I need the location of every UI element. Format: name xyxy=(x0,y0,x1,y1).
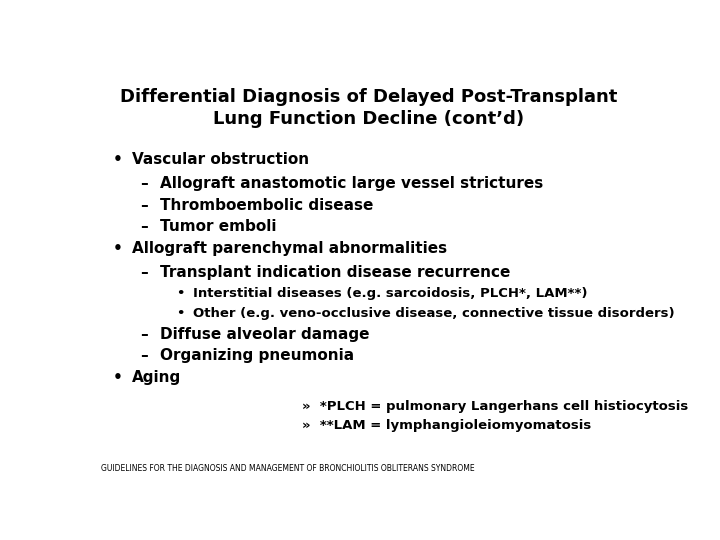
Text: –: – xyxy=(140,176,148,191)
Text: Vascular obstruction: Vascular obstruction xyxy=(132,152,309,167)
Text: Aging: Aging xyxy=(132,370,181,385)
Text: Diffuse alveolar damage: Diffuse alveolar damage xyxy=(160,327,369,342)
Text: –: – xyxy=(140,327,148,342)
Text: »  *PLCH = pulmonary Langerhans cell histiocytosis: » *PLCH = pulmonary Langerhans cell hist… xyxy=(302,400,688,413)
Text: GUIDELINES FOR THE DIAGNOSIS AND MANAGEMENT OF BRONCHIOLITIS OBLITERANS SYNDROME: GUIDELINES FOR THE DIAGNOSIS AND MANAGEM… xyxy=(101,464,474,473)
Text: •: • xyxy=(176,287,185,300)
Text: Other (e.g. veno-occlusive disease, connective tissue disorders): Other (e.g. veno-occlusive disease, conn… xyxy=(193,307,675,320)
Text: •: • xyxy=(176,307,185,320)
Text: •: • xyxy=(112,241,122,256)
Text: Allograft anastomotic large vessel strictures: Allograft anastomotic large vessel stric… xyxy=(160,176,543,191)
Text: Thromboembolic disease: Thromboembolic disease xyxy=(160,198,373,213)
Text: »  **LAM = lymphangioleiomyomatosis: » **LAM = lymphangioleiomyomatosis xyxy=(302,420,591,433)
Text: –: – xyxy=(140,219,148,234)
Text: •: • xyxy=(112,152,122,167)
Text: –: – xyxy=(140,198,148,213)
Text: Tumor emboli: Tumor emboli xyxy=(160,219,276,234)
Text: –: – xyxy=(140,348,148,363)
Text: •: • xyxy=(112,370,122,385)
Text: Allograft parenchymal abnormalities: Allograft parenchymal abnormalities xyxy=(132,241,447,256)
Text: Interstitial diseases (e.g. sarcoidosis, PLCH*, LAM**): Interstitial diseases (e.g. sarcoidosis,… xyxy=(193,287,588,300)
Text: Differential Diagnosis of Delayed Post-Transplant
Lung Function Decline (cont’d): Differential Diagnosis of Delayed Post-T… xyxy=(120,87,618,128)
Text: Organizing pneumonia: Organizing pneumonia xyxy=(160,348,354,363)
Text: –: – xyxy=(140,265,148,280)
Text: Transplant indication disease recurrence: Transplant indication disease recurrence xyxy=(160,265,510,280)
